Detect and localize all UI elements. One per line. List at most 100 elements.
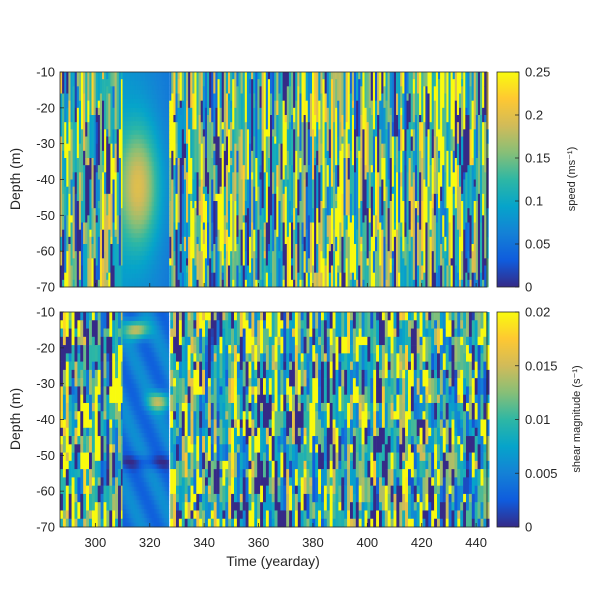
bot-heatmap-cell <box>269 312 272 337</box>
bot-heatmap-cell <box>208 519 211 528</box>
bot-heatmap-cell <box>295 461 298 470</box>
bot-heatmap-cell <box>402 461 405 470</box>
top-heatmap-cell <box>480 72 482 115</box>
bot-heatmap-cell <box>176 395 179 404</box>
top-gap-cell <box>167 238 169 243</box>
bot-heatmap-cell <box>220 477 223 502</box>
top-heatmap-cell <box>211 223 213 245</box>
top-heatmap-cell <box>381 158 383 180</box>
top-heatmap-cell <box>173 151 175 166</box>
top-heatmap-cell <box>417 72 419 94</box>
top-heatmap-cell <box>64 187 66 216</box>
bot-heatmap-cell <box>483 362 486 379</box>
top-heatmap-cell <box>295 151 297 209</box>
top-heatmap-cell <box>85 137 87 159</box>
bot-heatmap-cell <box>257 345 260 362</box>
bot-heatmap-cell <box>179 486 182 511</box>
bot-heatmap-cell <box>391 428 394 453</box>
bot-heatmap-cell <box>446 453 449 462</box>
bot-heatmap-cell <box>118 461 121 470</box>
top-heatmap-cell <box>474 223 476 273</box>
bot-heatmap-cell <box>283 420 286 429</box>
top-heatmap-cell <box>371 172 373 187</box>
top-heatmap-cell <box>222 273 224 280</box>
bot-heatmap-cell <box>89 494 92 511</box>
bot-heatmap-cell <box>315 453 318 478</box>
bot-heatmap-cell <box>452 362 455 387</box>
bot-heatmap-cell <box>202 510 205 527</box>
top-heatmap-cell <box>184 101 186 144</box>
top-heatmap-cell <box>331 79 333 129</box>
bot-heatmap-cell <box>170 428 173 453</box>
top-heatmap-cell <box>360 158 362 201</box>
top-heatmap-cell <box>335 208 337 237</box>
top-heatmap-cell <box>276 237 278 287</box>
top-heatmap-cell <box>190 158 192 194</box>
bot-heatmap-cell <box>63 428 66 437</box>
bot-heatmap-cell <box>399 486 402 503</box>
bot-heatmap-cell <box>115 362 118 379</box>
bot-heatmap-cell <box>449 477 452 486</box>
bot-heatmap-cell <box>373 486 376 511</box>
bot-heatmap-cell <box>449 320 452 337</box>
top-heatmap-cell <box>329 215 331 251</box>
top-heatmap-cell <box>404 266 406 288</box>
bot-heatmap-cell <box>382 444 385 461</box>
top-heatmap-cell <box>79 280 81 287</box>
bot-heatmap-cell <box>193 345 196 354</box>
bot-heatmap-cell <box>414 477 417 486</box>
top-heatmap-cell <box>232 129 234 172</box>
bot-heatmap-cell <box>344 486 347 503</box>
top-heatmap-cell <box>339 72 341 122</box>
top-heatmap-cell <box>104 129 106 172</box>
bot-heatmap-cell <box>240 494 243 503</box>
top-heatmap-cell <box>371 115 373 165</box>
bot-heatmap-cell <box>217 353 220 378</box>
top-heatmap-cell <box>79 144 81 173</box>
bot-heatmap-cell <box>292 329 295 338</box>
bot-heatmap-cell <box>411 320 414 329</box>
bot-heatmap-cell <box>301 403 304 428</box>
bot-heatmap-cell <box>211 519 214 528</box>
bot-heatmap-cell <box>77 378 80 387</box>
top-heatmap-cell <box>75 72 77 108</box>
top-heatmap-cell <box>350 94 352 152</box>
bot-heatmap-cell <box>98 370 101 379</box>
top-heatmap-cell <box>100 180 102 230</box>
bot-heatmap-cell <box>106 469 109 486</box>
bot-heatmap-cell <box>367 420 370 437</box>
top-heatmap-cell <box>341 194 343 237</box>
top-heatmap-cell <box>484 86 486 115</box>
top-heatmap-cell <box>442 108 444 137</box>
bot-heatmap-cell <box>118 411 121 436</box>
top-heatmap-cell <box>383 237 385 287</box>
bot-heatmap-cell <box>237 395 240 420</box>
bot-heatmap-cell <box>77 444 80 453</box>
bot-heatmap-cell <box>205 461 208 470</box>
bot-heatmap-cell <box>475 486 478 503</box>
bot-heatmap-cell <box>118 345 121 370</box>
top-heatmap-cell <box>331 208 333 244</box>
bot-heatmap-cell <box>344 370 347 395</box>
bot-heatmap-cell <box>394 312 397 329</box>
top-heatmap-cell <box>194 72 196 130</box>
top-heatmap-cell <box>77 201 79 244</box>
bot-heatmap-cell <box>446 519 449 528</box>
bot-heatmap-cell <box>263 320 266 329</box>
top-heatmap-cell <box>245 72 247 122</box>
top-heatmap-cell <box>260 108 262 166</box>
bot-heatmap-cell <box>388 436 391 453</box>
bot-heatmap-cell <box>321 362 324 371</box>
top-heatmap-cell <box>459 72 461 94</box>
bot-heatmap-cell <box>443 329 446 354</box>
bot-heatmap-cell <box>298 370 301 395</box>
bot-heatmap-cell <box>466 477 469 494</box>
top-heatmap-cell <box>190 108 192 158</box>
top-heatmap-cell <box>428 223 430 273</box>
bot-heatmap-cell <box>222 320 225 329</box>
top-heatmap-cell <box>104 251 106 287</box>
bot-heatmap-cell <box>402 345 405 354</box>
top-heatmap-cell <box>388 122 390 180</box>
top-heatmap-cell <box>182 72 184 101</box>
bot-heatmap-cell <box>80 370 83 379</box>
